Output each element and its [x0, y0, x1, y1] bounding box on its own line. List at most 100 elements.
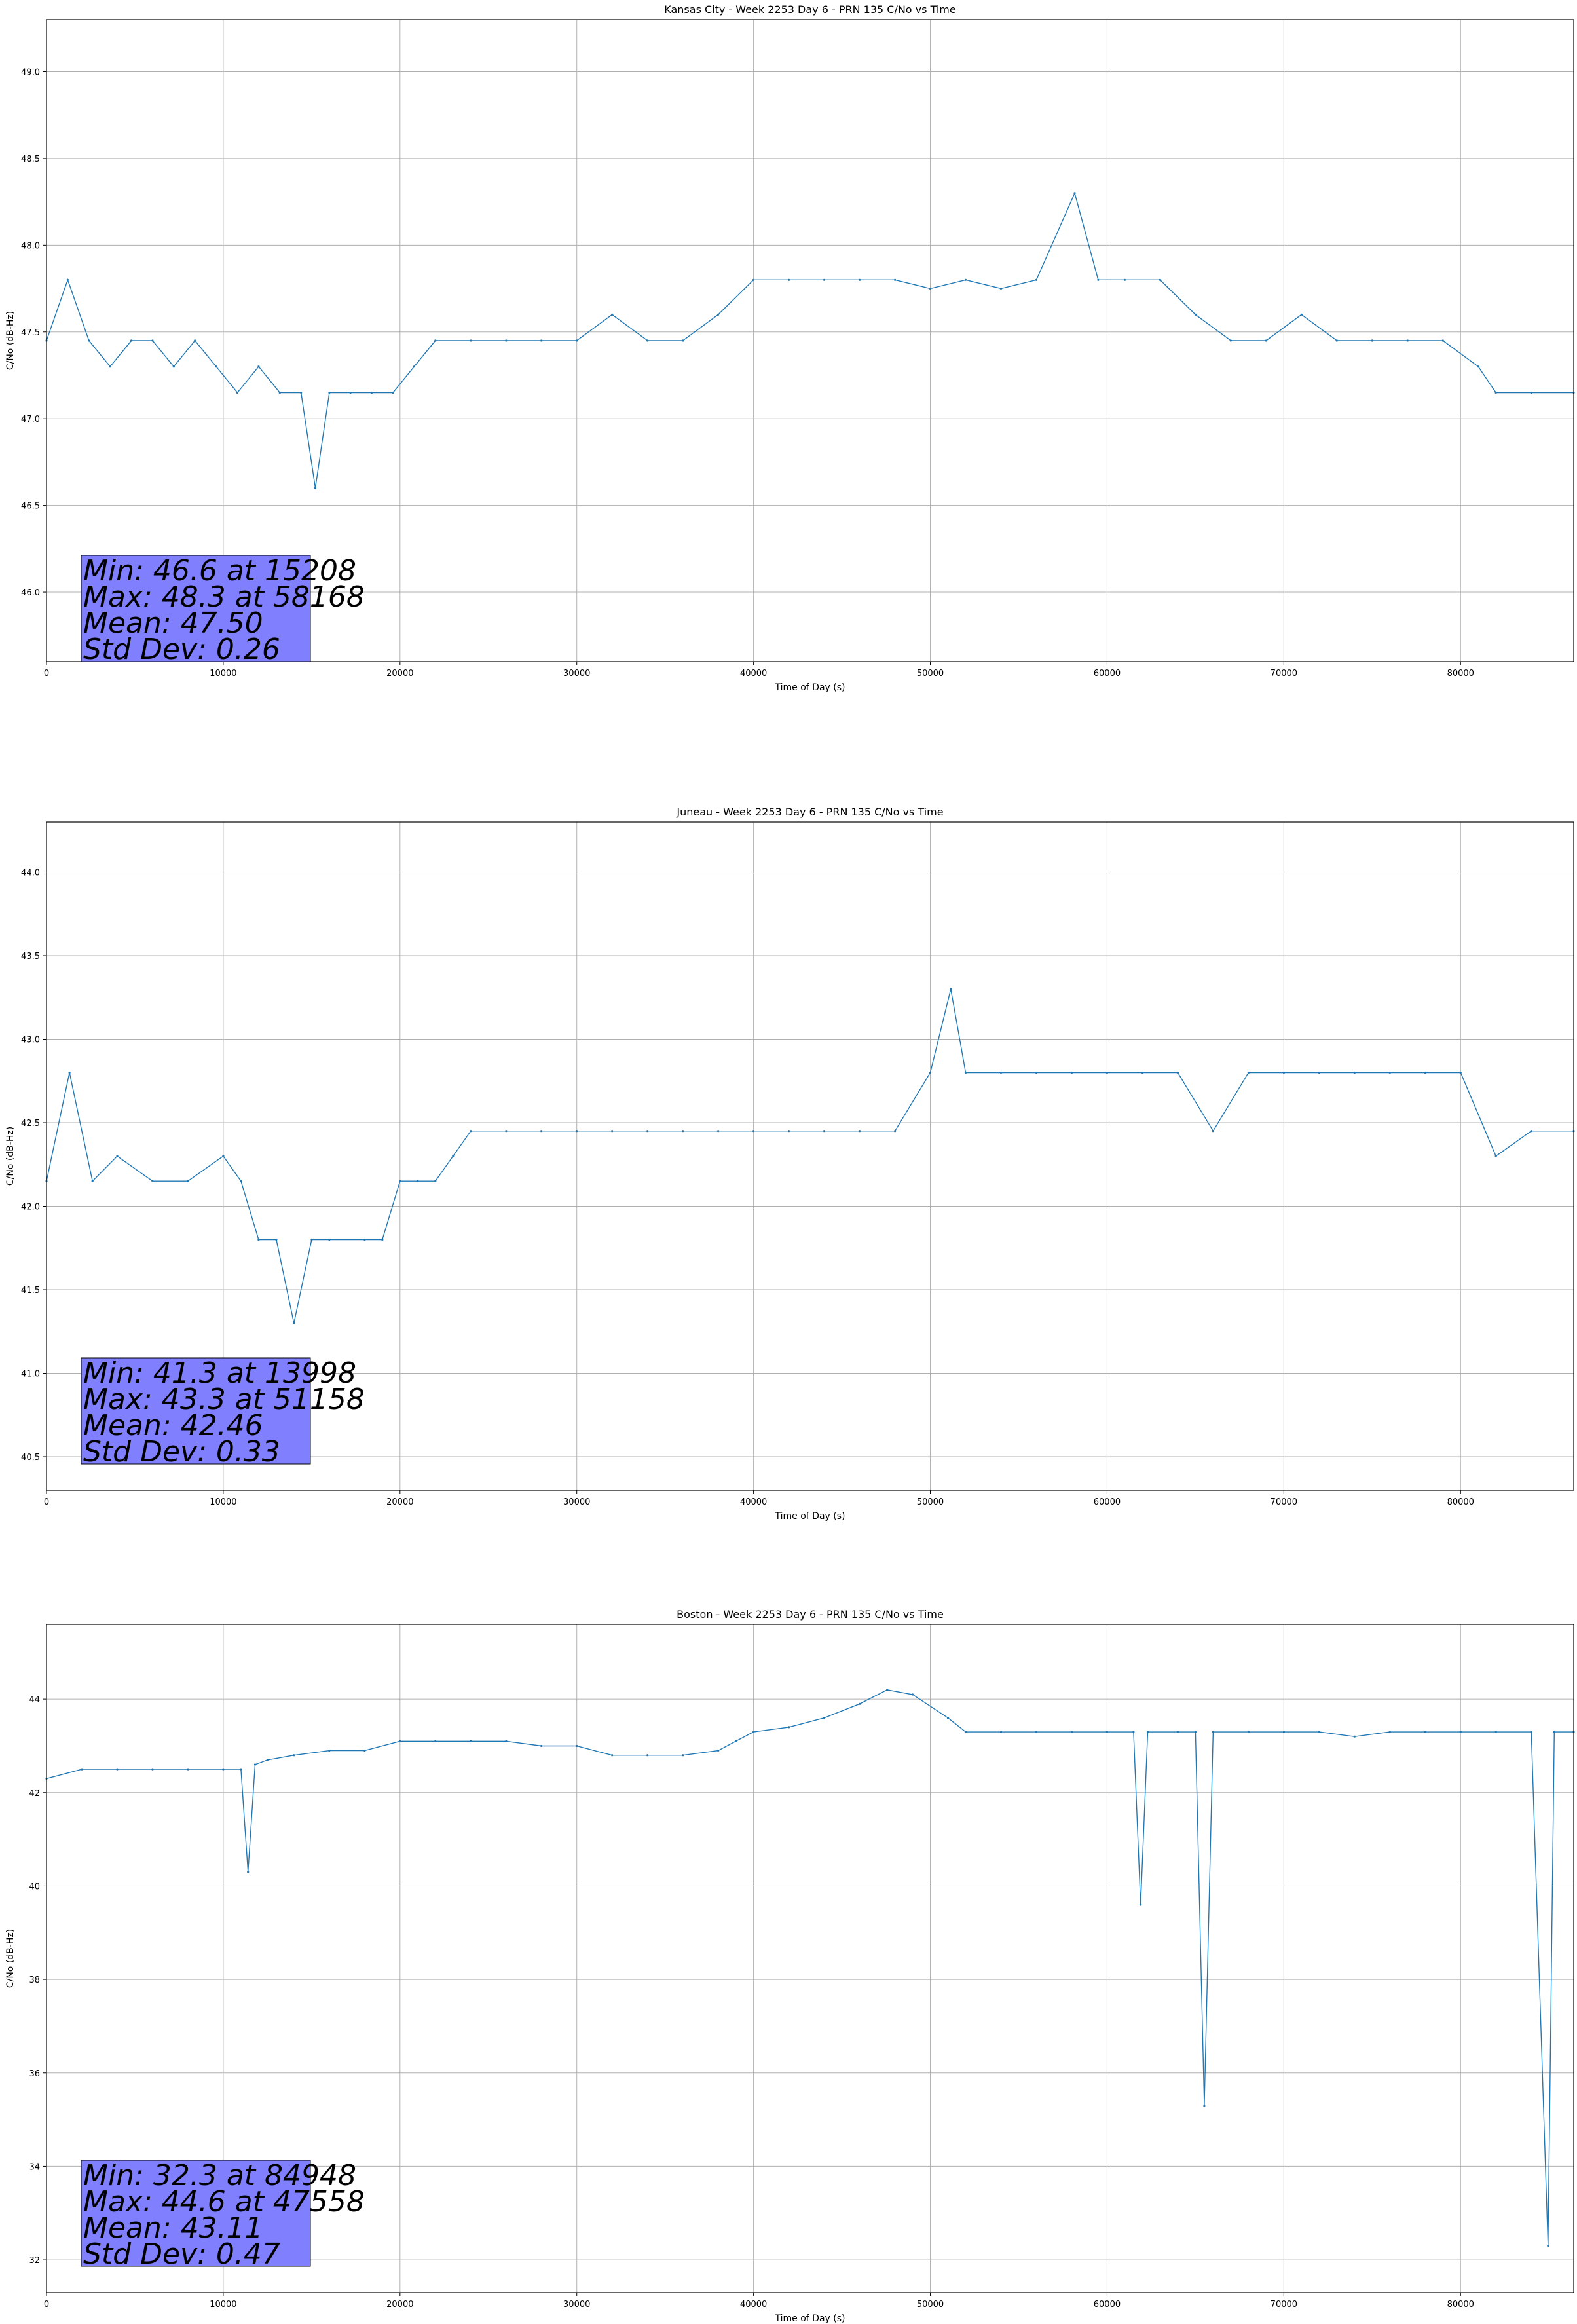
- data-point: [187, 1180, 189, 1182]
- data-point: [371, 391, 373, 394]
- data-point: [470, 339, 472, 342]
- data-point: [911, 1693, 914, 1696]
- cno-series-line: [46, 191, 1574, 489]
- y-tick-label: 43.0: [21, 1036, 40, 1045]
- data-point: [894, 278, 897, 281]
- data-point: [999, 1731, 1003, 1733]
- y-tick-label: 40: [29, 1882, 40, 1892]
- data-point: [1530, 1130, 1532, 1133]
- y-tick-label: 46.0: [21, 588, 40, 598]
- data-point: [788, 1130, 790, 1133]
- data-point: [576, 1744, 578, 1748]
- data-point: [257, 1238, 260, 1241]
- y-axis-label: C/No (dB-Hz): [5, 1929, 16, 1988]
- data-point: [735, 1740, 737, 1742]
- data-point: [247, 1871, 250, 1873]
- data-point: [540, 339, 543, 342]
- data-point: [505, 1740, 508, 1742]
- x-tick-label: 60000: [1094, 2300, 1121, 2310]
- data-point: [788, 278, 790, 281]
- data-point: [381, 1238, 384, 1241]
- plot-frame: [46, 1624, 1574, 2293]
- data-point: [964, 1071, 967, 1074]
- data-point: [823, 278, 826, 281]
- data-point: [1353, 1071, 1356, 1074]
- data-point: [1265, 339, 1267, 342]
- y-tick-label: 32: [29, 2256, 40, 2266]
- data-point: [1194, 313, 1197, 316]
- data-point: [68, 1071, 71, 1074]
- data-point: [434, 339, 437, 342]
- data-point: [946, 1717, 950, 1719]
- x-axis-label: Time of Day (s): [775, 1511, 845, 1522]
- data-point: [1035, 1071, 1038, 1074]
- data-point: [823, 1717, 826, 1719]
- y-tick-label: 42: [29, 1789, 40, 1799]
- data-point: [1424, 1731, 1426, 1733]
- data-point: [950, 988, 952, 990]
- chart-title: Juneau - Week 2253 Day 6 - PRN 135 C/No …: [676, 806, 943, 818]
- data-point: [646, 1754, 649, 1757]
- data-point: [66, 278, 69, 281]
- x-tick-label: 40000: [740, 2300, 767, 2310]
- data-point: [392, 391, 394, 394]
- x-tick-label: 80000: [1447, 669, 1474, 679]
- data-point: [1406, 339, 1409, 342]
- data-point: [717, 1750, 720, 1752]
- data-point: [1494, 1155, 1497, 1157]
- data-point: [1282, 1731, 1285, 1733]
- data-point: [611, 1754, 614, 1757]
- data-point: [293, 1322, 295, 1324]
- data-point: [682, 339, 684, 342]
- x-tick-label: 60000: [1094, 1497, 1121, 1507]
- data-point: [222, 1768, 225, 1771]
- data-point: [1247, 1731, 1250, 1733]
- data-point: [1371, 339, 1373, 342]
- data-point: [999, 1071, 1003, 1074]
- data-point: [434, 1180, 437, 1182]
- x-tick-label: 20000: [386, 2300, 413, 2310]
- data-point: [253, 1763, 257, 1766]
- x-tick-label: 60000: [1094, 669, 1121, 679]
- data-point: [278, 391, 281, 394]
- y-tick-label: 48.5: [21, 155, 40, 164]
- data-point: [752, 1731, 755, 1733]
- data-point: [1229, 339, 1232, 342]
- x-tick-label: 20000: [386, 669, 413, 679]
- data-point: [999, 287, 1003, 290]
- y-tick-label: 43.5: [21, 952, 40, 962]
- data-point: [434, 1740, 437, 1742]
- data-point: [1388, 1071, 1391, 1074]
- data-point: [1353, 1735, 1356, 1738]
- y-tick-label: 48.0: [21, 241, 40, 251]
- data-point: [1494, 1731, 1497, 1733]
- data-point: [328, 1238, 331, 1241]
- data-point: [1212, 1731, 1214, 1733]
- y-tick-label: 44: [29, 1695, 40, 1705]
- data-point: [611, 1130, 614, 1133]
- data-point: [1335, 339, 1338, 342]
- x-tick-label: 10000: [210, 2300, 236, 2310]
- x-tick-label: 80000: [1447, 1497, 1474, 1507]
- data-point: [646, 339, 649, 342]
- y-tick-label: 42.5: [21, 1119, 40, 1129]
- data-point: [1146, 1731, 1149, 1733]
- data-point: [81, 1768, 83, 1771]
- y-axis-label: C/No (dB-Hz): [5, 1127, 16, 1186]
- data-point: [151, 1768, 154, 1771]
- data-point: [275, 1238, 278, 1241]
- data-point: [314, 487, 317, 489]
- data-point: [1547, 2245, 1549, 2247]
- data-point: [682, 1130, 684, 1133]
- plot-frame: [46, 19, 1574, 662]
- data-point: [151, 1180, 154, 1182]
- y-tick-label: 40.5: [21, 1453, 40, 1463]
- x-axis-label: Time of Day (s): [775, 2314, 845, 2324]
- data-point: [417, 1180, 419, 1182]
- data-point: [1530, 1731, 1532, 1733]
- data-point: [363, 1238, 366, 1241]
- data-point: [1247, 1071, 1250, 1074]
- data-point: [1123, 278, 1126, 281]
- data-point: [1530, 391, 1532, 394]
- chart-panel-1: Juneau - Week 2253 Day 6 - PRN 135 C/No …: [5, 806, 1575, 1522]
